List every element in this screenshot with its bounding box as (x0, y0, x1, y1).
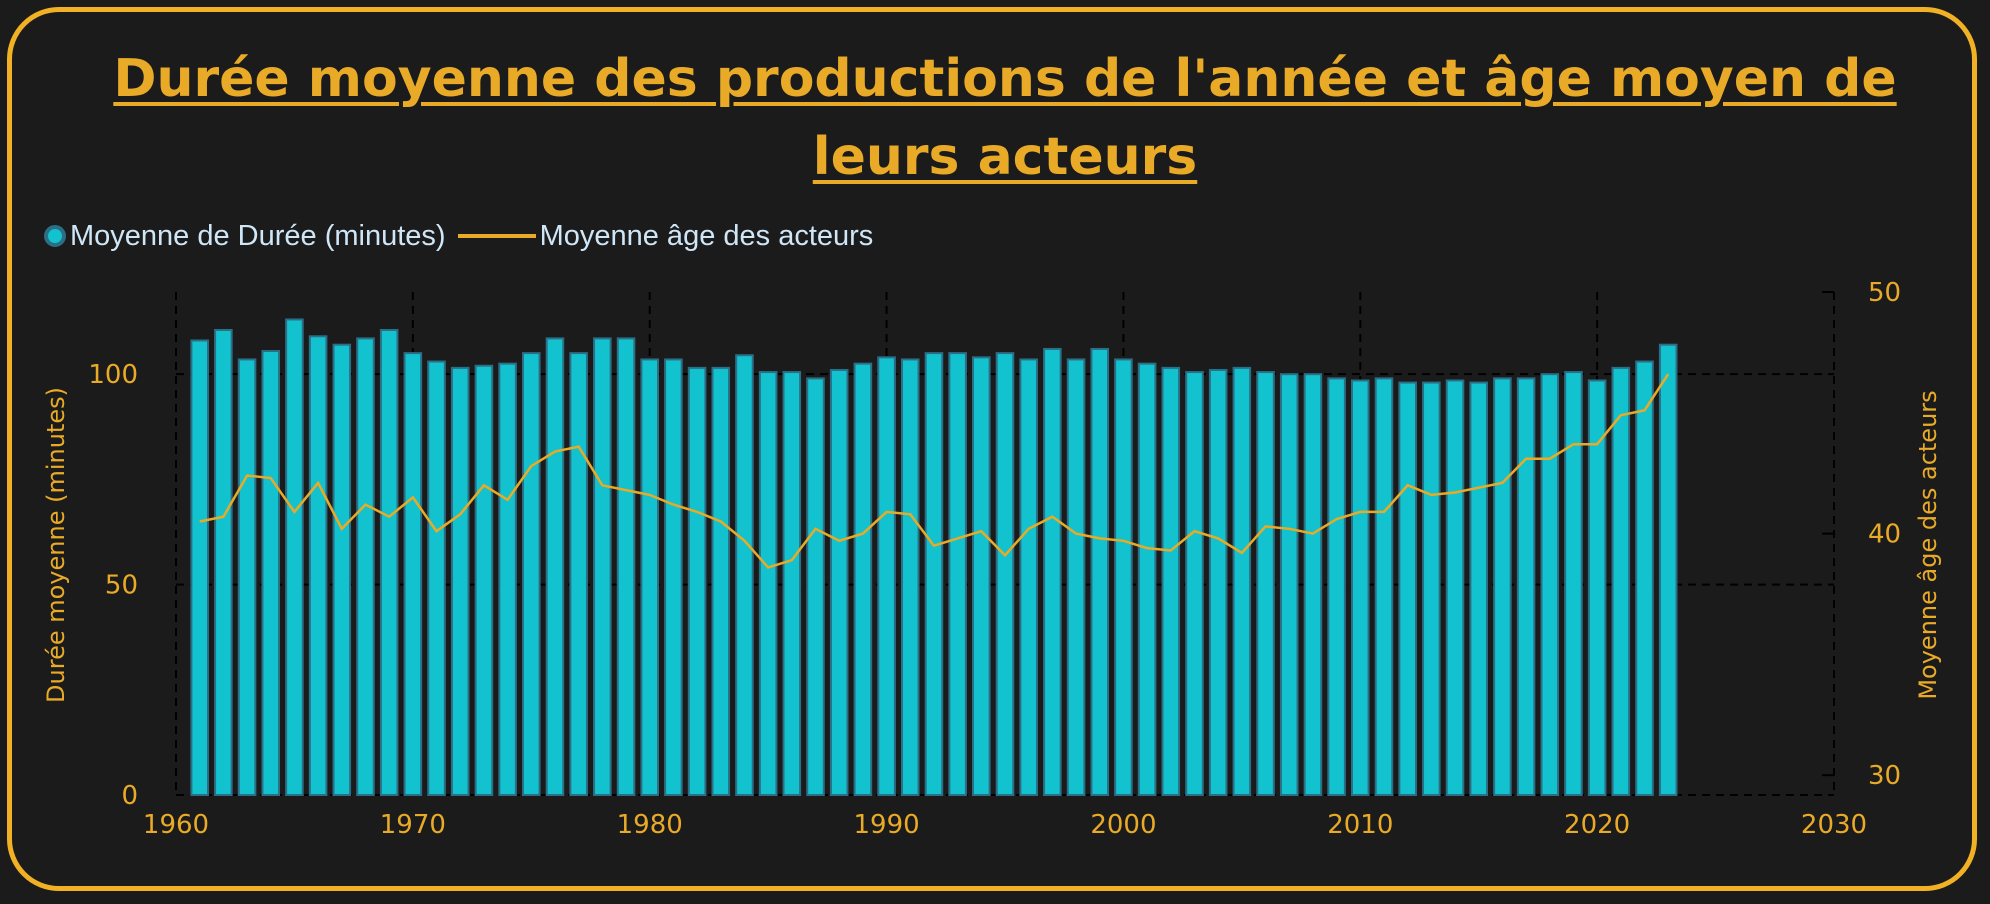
bar-2021[interactable] (1611, 366, 1631, 796)
bar-1985[interactable] (758, 371, 778, 796)
y2-tick-label: 30 (1868, 761, 1901, 791)
legend-swatch-line (457, 234, 536, 238)
x-axis-ticks: 1960 1970 1980 1990 2000 2010 2020 2030 (143, 810, 1867, 840)
bar-1981[interactable] (664, 358, 683, 796)
bar-1993[interactable] (948, 352, 967, 796)
bar-2007[interactable] (1279, 373, 1299, 796)
bar-2004[interactable] (1208, 368, 1228, 796)
bar-2009[interactable] (1327, 377, 1346, 796)
bar-1984[interactable] (735, 354, 754, 796)
bar-1967[interactable] (332, 343, 352, 796)
x-tick-label: 2020 (1564, 810, 1630, 840)
bar-2003[interactable] (1185, 371, 1204, 796)
x-tick-label: 1960 (143, 810, 209, 840)
bar-1997[interactable] (1043, 347, 1062, 796)
bar-1982[interactable] (687, 366, 707, 796)
bar-1999[interactable] (1090, 347, 1110, 796)
x-tick-label: 2010 (1327, 810, 1393, 840)
bar-1965[interactable] (285, 318, 304, 796)
x-tick-label: 1970 (380, 810, 446, 840)
bar-1962[interactable] (214, 328, 233, 796)
y-tick-label: 100 (88, 360, 138, 390)
bar-2011[interactable] (1374, 377, 1394, 796)
bar-1973[interactable] (474, 364, 494, 796)
bar-2020[interactable] (1587, 379, 1607, 796)
y-tick-label: 50 (105, 571, 138, 601)
bar-1996[interactable] (1019, 358, 1038, 796)
bar-1969[interactable] (379, 328, 399, 796)
bar-2006[interactable] (1256, 371, 1275, 796)
legend-label-duration: Moyenne de Durée (minutes) (70, 219, 446, 252)
legend-label-age: Moyenne âge des acteurs (539, 219, 874, 252)
bar-2002[interactable] (1161, 366, 1181, 796)
bar-series (190, 318, 1678, 796)
y2-axis-ticks: 30 40 50 (1868, 278, 1901, 791)
legend: Moyenne de Durée (minutes) Moyenne âge d… (44, 218, 873, 254)
bar-1964[interactable] (261, 350, 281, 796)
bar-2018[interactable] (1540, 373, 1560, 796)
bar-1970[interactable] (403, 352, 423, 796)
x-tick-label: 2030 (1801, 810, 1867, 840)
bar-1972[interactable] (450, 366, 470, 796)
bar-1968[interactable] (356, 337, 375, 796)
bar-1990[interactable] (877, 356, 896, 796)
bar-1978[interactable] (593, 337, 612, 796)
bar-1974[interactable] (498, 362, 517, 796)
y-tick-label: 0 (121, 781, 138, 811)
x-tick-label: 1990 (853, 810, 919, 840)
bar-2001[interactable] (1137, 362, 1157, 796)
x-tick-label: 2000 (1090, 810, 1156, 840)
bar-1987[interactable] (806, 377, 825, 796)
bar-1998[interactable] (1066, 358, 1086, 796)
y2-tick-label: 40 (1868, 520, 1901, 550)
bar-2010[interactable] (1350, 379, 1370, 796)
bar-2000[interactable] (1114, 358, 1133, 796)
bar-1977[interactable] (569, 352, 588, 796)
bar-1983[interactable] (711, 366, 731, 796)
bar-1986[interactable] (782, 371, 802, 796)
bar-1989[interactable] (853, 362, 873, 796)
bar-2014[interactable] (1445, 379, 1465, 796)
bar-1988[interactable] (829, 368, 849, 796)
bar-1980[interactable] (640, 358, 660, 796)
bar-2017[interactable] (1516, 377, 1536, 796)
bar-2005[interactable] (1232, 366, 1252, 796)
y2-axis-label: Moyenne âge des acteurs (1914, 390, 1942, 699)
bar-2016[interactable] (1493, 377, 1512, 796)
bar-2023[interactable] (1658, 343, 1678, 796)
bar-1966[interactable] (308, 335, 328, 796)
chart-title: Durée moyenne des productions de l'année… (113, 49, 1897, 187)
y-axis-label: Durée moyenne (minutes) (42, 387, 70, 703)
legend-item-duration[interactable]: Moyenne de Durée (minutes) (44, 220, 446, 253)
y2-tick-label: 50 (1868, 278, 1901, 308)
bar-1991[interactable] (900, 358, 920, 796)
bar-1975[interactable] (521, 352, 541, 796)
age-series-line (199, 373, 1670, 569)
bar-2008[interactable] (1303, 373, 1323, 796)
legend-swatch-bar (44, 225, 66, 247)
y-axis-ticks: 0 50 100 (88, 360, 138, 811)
bar-1971[interactable] (427, 360, 446, 796)
legend-item-age[interactable]: Moyenne âge des acteurs (446, 219, 874, 253)
bar-1961[interactable] (190, 339, 209, 796)
bar-2019[interactable] (1564, 371, 1583, 796)
bar-2015[interactable] (1469, 381, 1489, 796)
bar-1963[interactable] (237, 358, 257, 796)
bar-2012[interactable] (1398, 381, 1417, 796)
bar-2022[interactable] (1635, 360, 1654, 796)
bar-1976[interactable] (545, 337, 565, 796)
x-tick-label: 1980 (617, 810, 683, 840)
bar-1994[interactable] (972, 356, 991, 796)
bar-2013[interactable] (1422, 381, 1441, 796)
bar-1979[interactable] (616, 337, 636, 796)
bar-1992[interactable] (924, 352, 944, 796)
bar-1995[interactable] (995, 352, 1015, 796)
